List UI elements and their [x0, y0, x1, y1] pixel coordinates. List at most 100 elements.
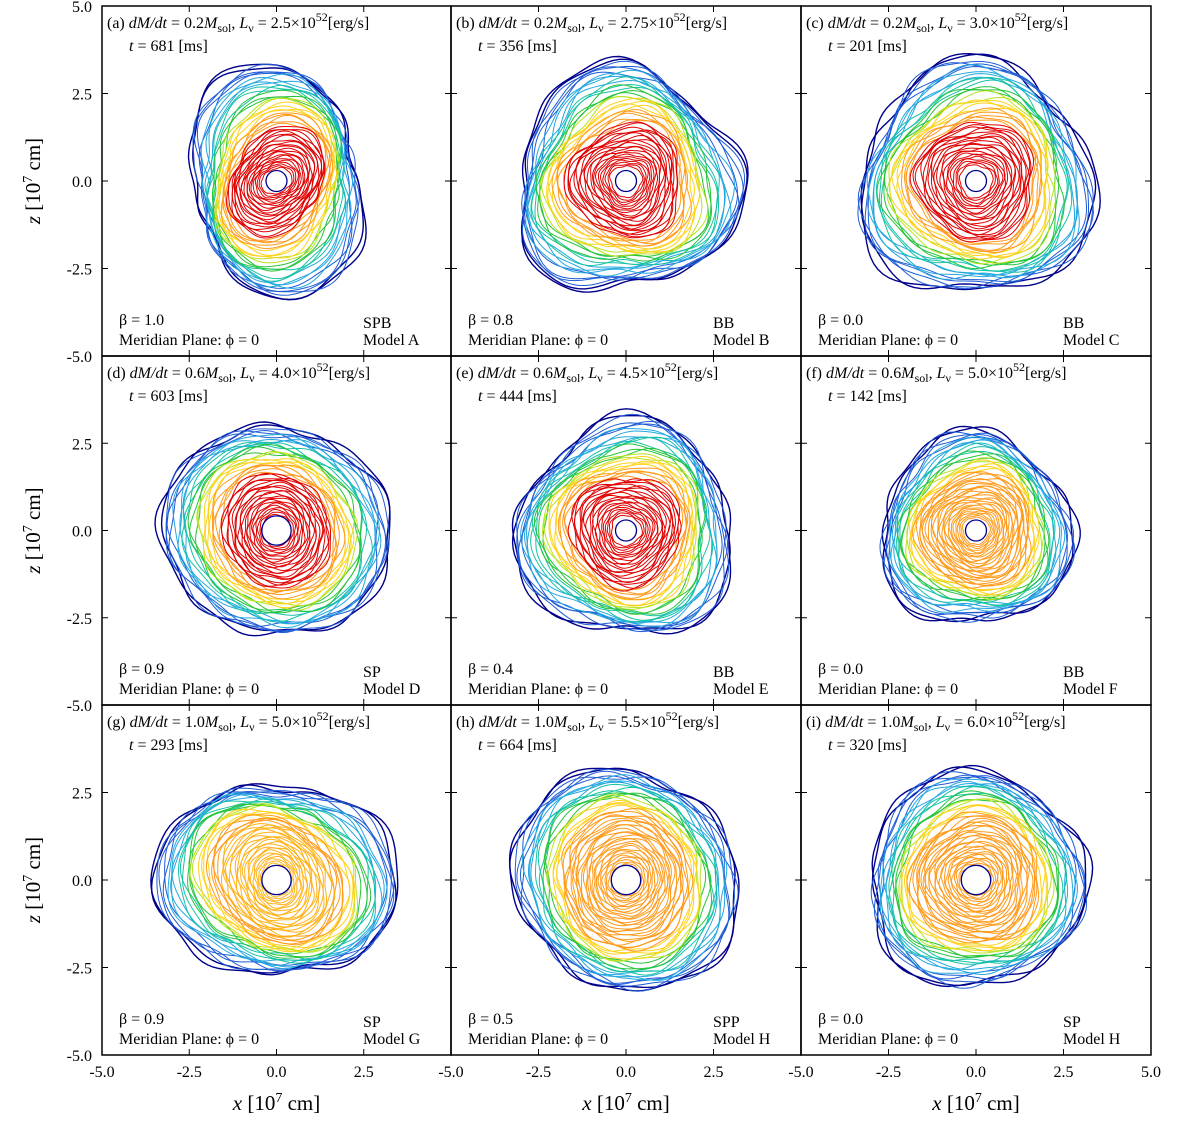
panel-mode: SP	[1063, 1014, 1081, 1031]
contour-plot	[857, 52, 1101, 291]
panel-b: (b) dM/dt = 0.2Msol, Lν = 2.75×1052[erg/…	[450, 5, 802, 357]
x-tick-label: -5.0	[438, 1064, 463, 1081]
y-tick-label: 5.0	[72, 0, 92, 16]
x-axis-title: x [107 cm]	[581, 1091, 669, 1115]
panel-header-conditions: (i) dM/dt = 1.0Msol, Lν = 6.0×1052[erg/s…	[806, 709, 1066, 734]
x-tick-label: 2.5	[1054, 1064, 1074, 1081]
x-tick-label: -5.0	[89, 1064, 114, 1081]
inner-core-circle	[960, 864, 992, 896]
panel-meridian: Meridian Plane: ϕ = 0	[468, 1031, 608, 1048]
panel-i: (i) dM/dt = 1.0Msol, Lν = 6.0×1052[erg/s…	[800, 704, 1152, 1056]
panel-beta: β = 0.8	[468, 312, 513, 329]
y-tick-label: -5.0	[67, 349, 92, 366]
y-tick-label: -2.5	[67, 611, 92, 628]
panel-time: t = 320 [ms]	[828, 737, 907, 754]
panel-mode: SPP	[713, 1014, 740, 1031]
panel-mode: BB	[713, 315, 734, 332]
panel-model: Model F	[1063, 681, 1118, 698]
inner-core-circle	[614, 519, 638, 542]
panel-mode: SPB	[363, 315, 391, 332]
x-tick-label: 0.0	[966, 1064, 986, 1081]
panel-model: Model H	[1063, 1031, 1121, 1048]
x-tick-label: 2.5	[704, 1064, 724, 1081]
panel-beta: β = 0.5	[468, 1011, 513, 1028]
y-axis-title: z [107 cm]	[21, 138, 45, 225]
panel-beta: β = 1.0	[119, 312, 164, 329]
panel-header-conditions: (f) dM/dt = 0.6Msol, Lν = 5.0×1052[erg/s…	[806, 360, 1066, 385]
panel-meridian: Meridian Plane: ϕ = 0	[818, 332, 958, 349]
panel-beta: β = 0.0	[818, 1011, 863, 1028]
panel-model: Model D	[363, 681, 420, 698]
x-tick-label: 0.0	[267, 1064, 287, 1081]
contour-plot	[187, 63, 367, 301]
panel-time: t = 603 [ms]	[129, 388, 208, 405]
y-tick-label: 0.0	[72, 174, 92, 191]
panel-header-conditions: (h) dM/dt = 1.0Msol, Lν = 5.5×1052[erg/s…	[456, 709, 719, 734]
x-axis-title: x [107 cm]	[931, 1091, 1019, 1115]
panel-header-conditions: (c) dM/dt = 0.2Msol, Lν = 3.0×1052[erg/s…	[806, 10, 1068, 35]
panel-header-conditions: (e) dM/dt = 0.6Msol, Lν = 4.5×1052[erg/s…	[456, 360, 718, 385]
panel-g: (g) dM/dt = 1.0Msol, Lν = 5.0×1052[erg/s…	[101, 704, 452, 1056]
y-axis-title: z [107 cm]	[21, 837, 45, 924]
inner-core-circle	[265, 169, 288, 193]
panel-beta: β = 0.9	[119, 661, 164, 678]
panel-time: t = 681 [ms]	[129, 38, 208, 55]
x-tick-label: -2.5	[876, 1064, 901, 1081]
panel-mode: SP	[363, 664, 381, 681]
contour-plot	[154, 421, 391, 637]
panel-time: t = 142 [ms]	[828, 388, 907, 405]
y-tick-label: -2.5	[67, 961, 92, 978]
x-tick-label: -2.5	[177, 1064, 202, 1081]
panel-meridian: Meridian Plane: ϕ = 0	[818, 681, 958, 698]
panel-f: (f) dM/dt = 0.6Msol, Lν = 5.0×1052[erg/s…	[800, 355, 1152, 706]
panel-mode: BB	[1063, 664, 1084, 681]
y-axis-title: z [107 cm]	[21, 487, 45, 574]
panel-beta: β = 0.0	[818, 661, 863, 678]
y-tick-label: 2.5	[72, 436, 92, 453]
panel-model: Model G	[363, 1031, 421, 1048]
contour-plot	[520, 55, 749, 293]
panel-time: t = 356 [ms]	[478, 38, 557, 55]
panel-time: t = 293 [ms]	[129, 737, 208, 754]
panel-meridian: Meridian Plane: ϕ = 0	[818, 1031, 958, 1048]
x-tick-label: 5.0	[1141, 1064, 1161, 1081]
panel-meridian: Meridian Plane: ϕ = 0	[468, 681, 608, 698]
panel-time: t = 444 [ms]	[478, 388, 557, 405]
inner-core-circle	[610, 864, 642, 896]
panel-a: (a) dM/dt = 0.2Msol, Lν = 2.5×1052[erg/s…	[101, 5, 452, 357]
panel-header-conditions: (d) dM/dt = 0.6Msol, Lν = 4.0×1052[erg/s…	[107, 360, 370, 385]
panel-header-conditions: (a) dM/dt = 0.2Msol, Lν = 2.5×1052[erg/s…	[107, 10, 369, 35]
panel-c: (c) dM/dt = 0.2Msol, Lν = 3.0×1052[erg/s…	[800, 5, 1152, 357]
panel-h: (h) dM/dt = 1.0Msol, Lν = 5.5×1052[erg/s…	[450, 704, 802, 1056]
panel-beta: β = 0.9	[119, 1011, 164, 1028]
inner-core-circle	[261, 515, 292, 546]
panel-meridian: Meridian Plane: ϕ = 0	[119, 681, 259, 698]
panel-mode: BB	[713, 664, 734, 681]
inner-core-circle	[261, 864, 292, 896]
y-tick-label: -2.5	[67, 262, 92, 279]
inner-core-circle	[614, 169, 638, 193]
y-tick-label: 2.5	[72, 786, 92, 803]
inner-core-circle	[964, 519, 988, 542]
panel-meridian: Meridian Plane: ϕ = 0	[468, 332, 608, 349]
contour-plot	[508, 767, 740, 992]
y-tick-label: -5.0	[67, 1048, 92, 1065]
y-tick-label: 0.0	[72, 524, 92, 541]
panel-model: Model B	[713, 332, 769, 349]
panel-d: (d) dM/dt = 0.6Msol, Lν = 4.0×1052[erg/s…	[101, 355, 452, 706]
panel-e: (e) dM/dt = 0.6Msol, Lν = 4.5×1052[erg/s…	[450, 355, 802, 706]
panel-time: t = 664 [ms]	[478, 737, 557, 754]
panel-model: Model C	[1063, 332, 1119, 349]
x-tick-label: -5.0	[788, 1064, 813, 1081]
contour-plot	[870, 764, 1094, 989]
panel-meridian: Meridian Plane: ϕ = 0	[119, 332, 259, 349]
panel-beta: β = 0.0	[818, 312, 863, 329]
y-tick-label: 0.0	[72, 873, 92, 890]
y-tick-label: 2.5	[72, 87, 92, 104]
x-tick-label: -2.5	[526, 1064, 551, 1081]
panel-header-conditions: (b) dM/dt = 0.2Msol, Lν = 2.75×1052[erg/…	[456, 10, 727, 35]
y-tick-label: -5.0	[67, 698, 92, 715]
x-axis-title: x [107 cm]	[232, 1091, 320, 1115]
panel-meridian: Meridian Plane: ϕ = 0	[119, 1031, 259, 1048]
